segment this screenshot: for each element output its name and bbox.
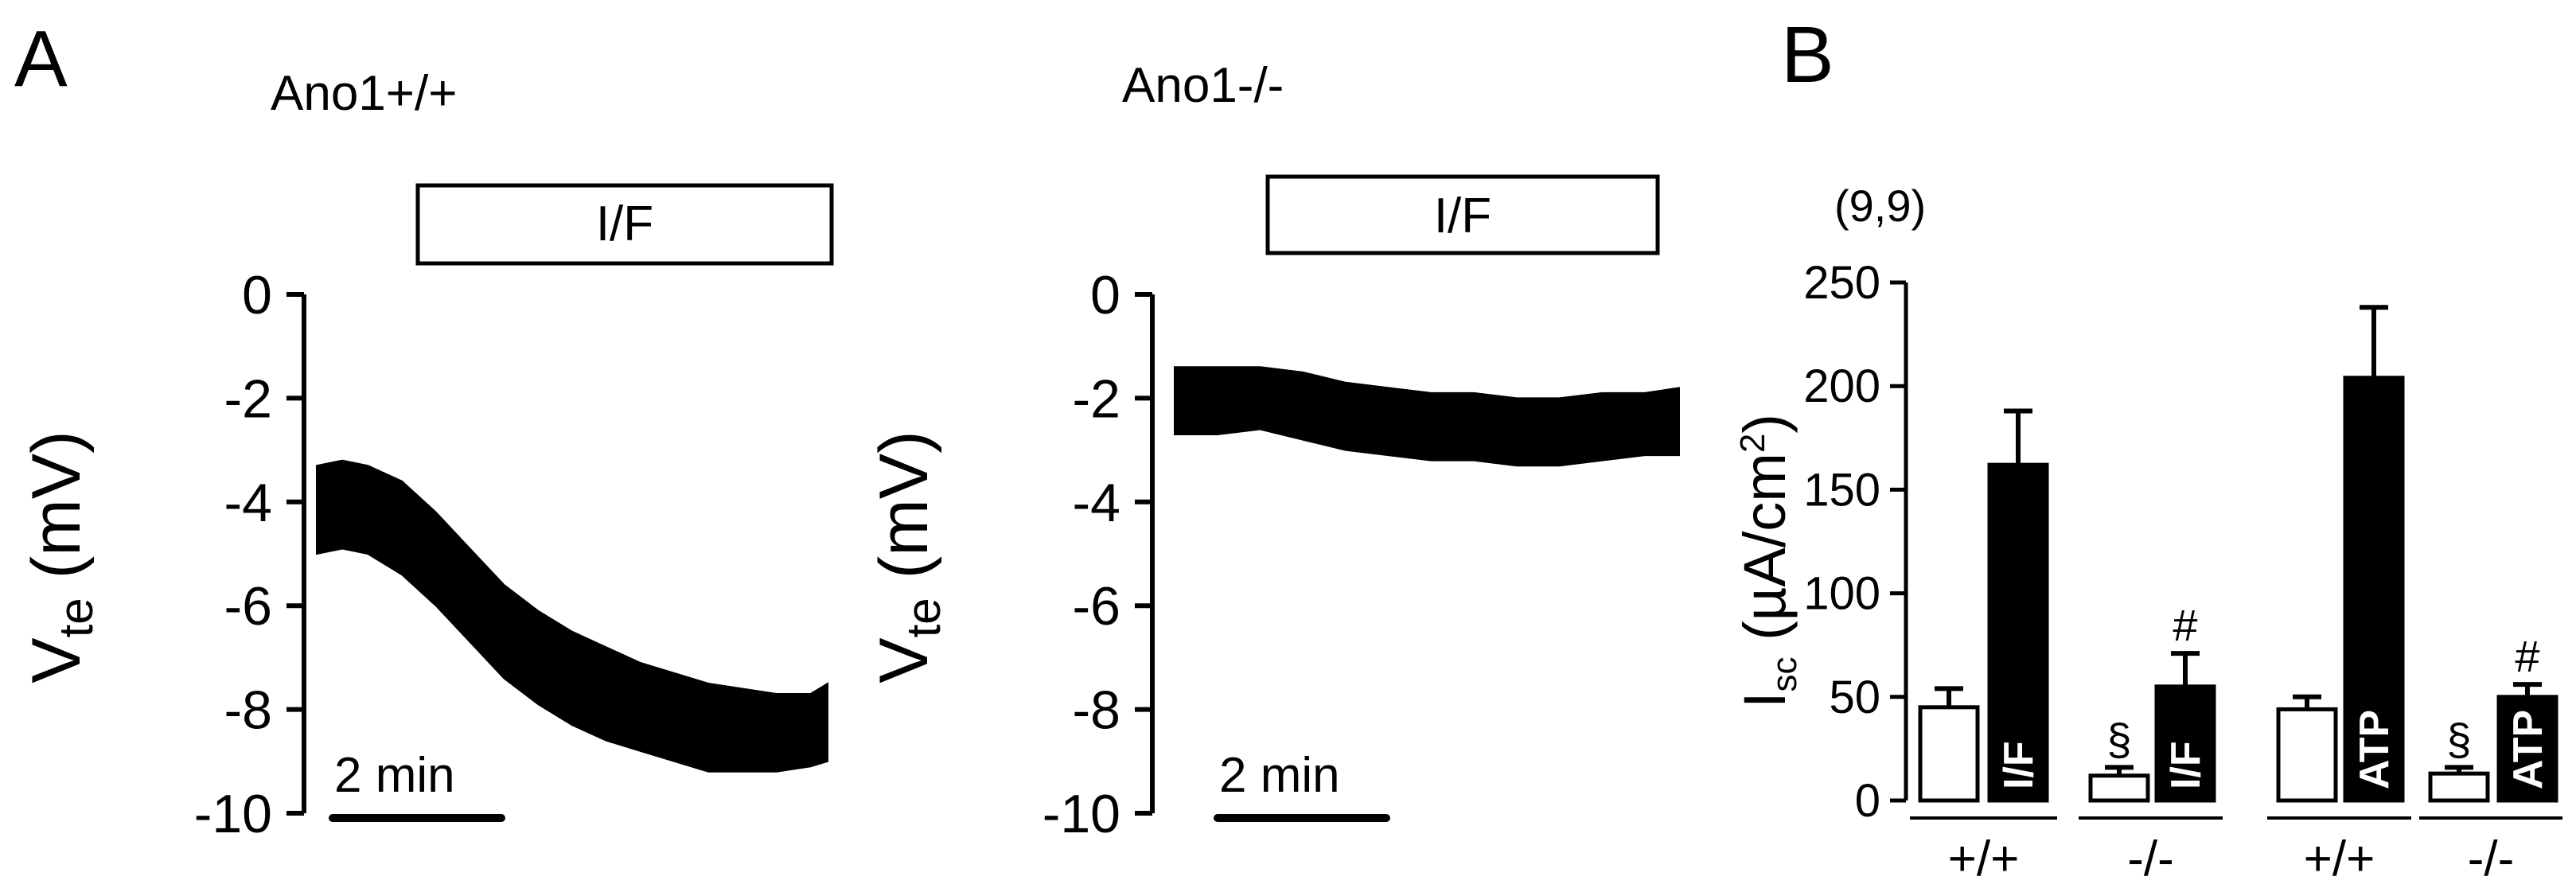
y-tick-label-left: -2	[224, 368, 272, 429]
trace-band-left	[316, 459, 828, 773]
bar	[2496, 695, 2558, 803]
significance-mark: #	[2173, 600, 2197, 650]
n-label: (9,9)	[1834, 181, 1926, 231]
bar-inner-label: I/F	[1996, 741, 2042, 789]
bar	[1987, 462, 2049, 803]
y-tick-label-b: 150	[1803, 464, 1880, 516]
significance-mark: #	[2515, 631, 2539, 681]
significance-mark: §	[2106, 714, 2131, 764]
panel-letter-b: B	[1781, 10, 1834, 99]
stimulus-label-left: I/F	[596, 197, 653, 251]
y-axis-label-right-main: V	[866, 637, 942, 683]
bar-inner-label: ATP	[2352, 710, 2398, 789]
y-axis-label-right-sub: te	[897, 598, 950, 637]
significance-mark: §	[2446, 714, 2471, 764]
panel-letter-a: A	[14, 14, 68, 103]
y-tick-label-left: 0	[242, 265, 272, 325]
bar-inner-label: ATP	[2505, 710, 2551, 789]
y-tick-label-left: -4	[224, 473, 272, 533]
group-label: -/-	[2468, 832, 2515, 886]
y-axis-label-left-main: V	[18, 637, 95, 683]
stimulus-box-left	[415, 183, 834, 266]
bar	[2088, 773, 2150, 803]
bar	[2276, 707, 2338, 803]
y-axis-label-b-unit-pre: (µA/cm	[1732, 453, 1798, 656]
y-tick-label-right: 0	[1090, 265, 1120, 325]
panel-a-right: Ano1-/- I/F 0 -2 -4 -6 -8 -10 Vte (mV) 2 min	[866, 58, 1680, 844]
y-tick-label-left: -8	[224, 680, 272, 741]
bar	[2428, 771, 2490, 803]
stimulus-box-right	[1265, 174, 1660, 255]
panel-a-right-title: Ano1-/-	[1122, 58, 1284, 113]
y-axis-label-b-main: I	[1732, 691, 1798, 708]
y-tick-label-right: -8	[1073, 680, 1120, 741]
scalebar-label-left: 2 min	[334, 748, 455, 803]
scalebar-label-right: 2 min	[1219, 748, 1340, 803]
group-label: +/+	[1948, 832, 2020, 886]
stimulus-label-right: I/F	[1434, 189, 1491, 243]
y-axis-label-left-sub: te	[49, 598, 103, 637]
y-axis-right: 0 -2 -4 -6 -8 -10	[1042, 265, 1155, 844]
y-axis-label-right: Vte (mV)	[866, 430, 950, 684]
group-brackets-b: +/+ -/- +/+ -/-	[1910, 816, 2562, 886]
y-axis-label-b: Isc (µA/cm2)	[1732, 414, 1804, 708]
y-tick-label-left: -6	[224, 576, 272, 637]
bars-b: I/F § I/F # ATP § ATP #	[1918, 305, 2558, 803]
y-tick-label-b: 0	[1855, 775, 1880, 827]
y-axis-label-b-sub: sc	[1765, 656, 1804, 691]
group-label: -/-	[2127, 832, 2174, 886]
y-tick-label-right: -4	[1073, 473, 1120, 533]
y-tick-label-right: -10	[1042, 784, 1120, 844]
bar-inner-label: I/F	[2163, 741, 2209, 789]
y-axis-label-left-unit: (mV)	[18, 430, 95, 598]
y-tick-label-right: -6	[1073, 576, 1120, 637]
y-tick-label-b: 200	[1803, 360, 1880, 412]
y-axis-label-left: Vte (mV)	[18, 430, 103, 684]
y-axis-label-right-unit: (mV)	[866, 430, 942, 598]
panel-a-left: Ano1+/+ I/F 0 -2 -4 -6 -8 -10 Vte (mV) 2 min	[18, 66, 834, 844]
panel-b: B (9,9) 0 50 100 150 200 250 Isc (µA/cm2) I/F…	[1732, 10, 2562, 886]
group-label: +/+	[2304, 832, 2375, 886]
y-tick-label-left: -10	[194, 784, 272, 844]
y-axis-left: 0 -2 -4 -6 -8 -10	[194, 265, 306, 844]
bar	[1918, 705, 1980, 803]
y-tick-label-b: 250	[1803, 257, 1880, 309]
y-axis-label-b-unit-sup: 2	[1733, 434, 1772, 453]
y-tick-label-b: 50	[1829, 672, 1880, 723]
panel-a-left-title: Ano1+/+	[271, 66, 457, 121]
y-axis-label-b-unit-post: )	[1732, 414, 1798, 434]
y-axis-b: 0 50 100 150 200 250	[1803, 257, 1908, 827]
trace-band-right	[1174, 366, 1680, 467]
y-tick-label-right: -2	[1073, 368, 1120, 429]
y-tick-label-b: 100	[1803, 568, 1880, 620]
bar	[2343, 376, 2405, 803]
